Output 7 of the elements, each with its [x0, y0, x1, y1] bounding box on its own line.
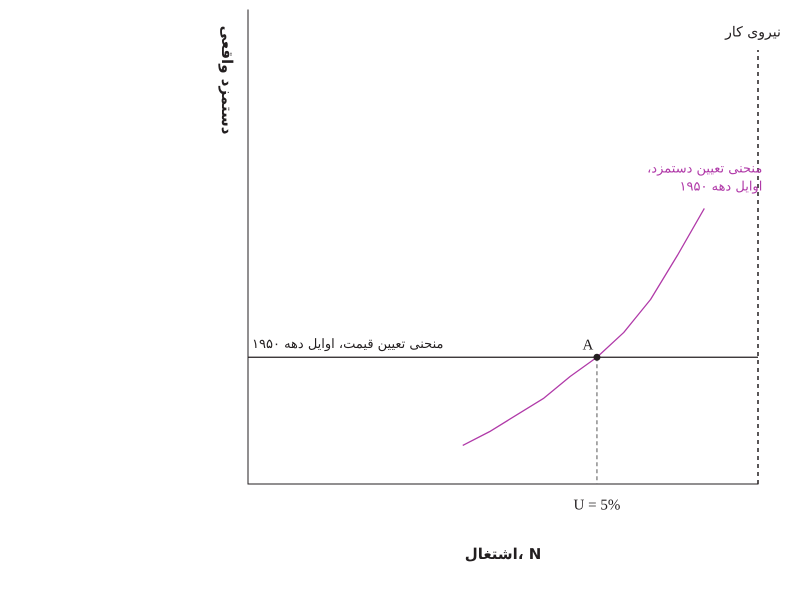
text: U = 5% [574, 497, 620, 514]
annotation: A [582, 338, 594, 354]
text: منحنی تعیین دستمزد، اوایل دهه ۱۹۵۰ [647, 161, 762, 194]
series-label: منحنی تعیین قیمت، اوایل دهه ۱۹۵۰ [252, 337, 444, 352]
y-axis-title: دستمزد واقعی [218, 26, 236, 135]
text: نیروی کار [725, 24, 781, 41]
x-axis-title: اشتغال، N [464, 544, 542, 563]
